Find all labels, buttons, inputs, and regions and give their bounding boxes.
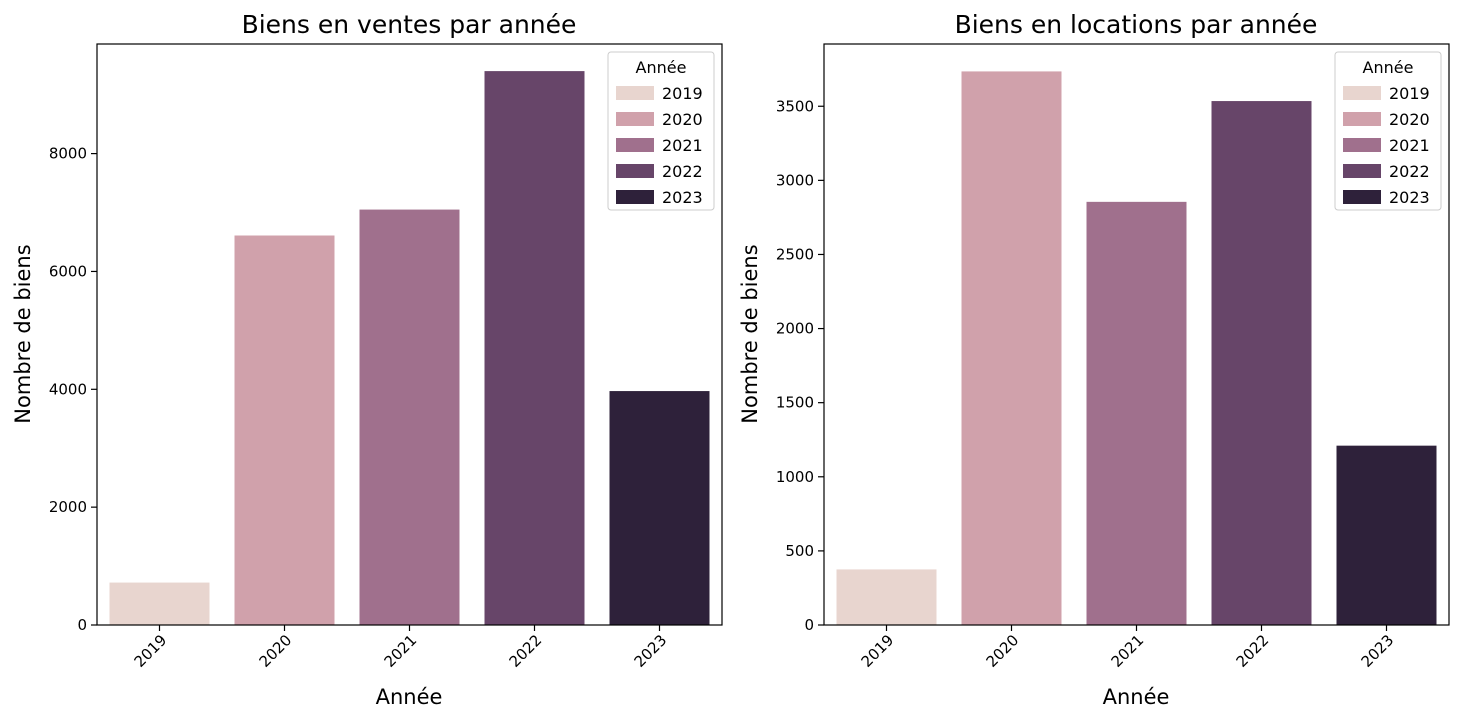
legend-swatch: [616, 164, 654, 178]
x-tick-label: 2022: [1233, 631, 1273, 671]
legend-swatch: [1343, 190, 1381, 204]
y-tick-label: 1000: [776, 468, 814, 486]
legend-item-label: 2023: [1389, 188, 1430, 207]
y-tick-label: 1500: [776, 394, 814, 412]
legend-swatch: [1343, 138, 1381, 152]
legend-swatch: [616, 138, 654, 152]
legend-item-label: 2020: [1389, 110, 1430, 129]
legend-title: Année: [636, 58, 687, 77]
legend-item-label: 2023: [662, 188, 703, 207]
legend-swatch: [1343, 112, 1381, 126]
chart-title: Biens en locations par année: [955, 10, 1318, 39]
y-tick-label: 3500: [776, 97, 814, 115]
legend-item-label: 2020: [662, 110, 703, 129]
bar-2020: [961, 71, 1062, 626]
plot-area: 0 2000 4000 6000 8000 2019 2020 2021 2022 2023: [49, 43, 723, 671]
legend-item-label: 2019: [1389, 84, 1430, 103]
y-axis-label: Nombre de biens: [738, 244, 762, 423]
y-tick-label: 2500: [776, 245, 814, 263]
y-axis-label: Nombre de biens: [11, 244, 35, 423]
y-tick-label: 2000: [49, 498, 87, 516]
x-tick-label: 2023: [1358, 631, 1398, 671]
bar-2020: [234, 235, 335, 625]
chart-title: Biens en ventes par année: [242, 10, 577, 39]
x-tick-label: 2020: [983, 631, 1023, 671]
legend-item-label: 2019: [662, 84, 703, 103]
plot-area: 0 500 1000 1500 2000 2500 3000 3500 2019 2020 2021…: [776, 43, 1450, 671]
rentals-chart: Biens en locations par année Année Nombr…: [738, 10, 1450, 709]
legend-swatch: [616, 112, 654, 126]
y-tick-label: 0: [77, 616, 87, 634]
x-tick-label: 2019: [131, 631, 171, 671]
x-axis-label: Année: [1103, 685, 1170, 709]
bar-2023: [609, 391, 710, 625]
legend-title: Année: [1363, 58, 1414, 77]
legend: Année 2019 2020 2021 2022 2023: [1334, 51, 1442, 211]
bar-2022: [484, 71, 585, 626]
y-tick-label: 4000: [49, 380, 87, 398]
y-tick-label: 6000: [49, 262, 87, 280]
x-tick-label: 2023: [631, 631, 671, 671]
x-tick-label: 2022: [506, 631, 546, 671]
legend-swatch: [616, 86, 654, 100]
x-tick-label: 2021: [1108, 631, 1148, 671]
legend-swatch: [1343, 86, 1381, 100]
bar-2021: [359, 209, 460, 625]
x-axis-label: Année: [376, 685, 443, 709]
sales-chart: Biens en ventes par année Année Nombre d…: [11, 10, 723, 709]
y-tick-label: 8000: [49, 145, 87, 163]
y-tick-label: 3000: [776, 171, 814, 189]
bar-2019: [836, 569, 937, 625]
x-tick-label: 2019: [858, 631, 898, 671]
legend-swatch: [616, 190, 654, 204]
legend-item-label: 2021: [662, 136, 703, 155]
legend-item-label: 2021: [1389, 136, 1430, 155]
legend-item-label: 2022: [1389, 162, 1430, 181]
legend-item-label: 2022: [662, 162, 703, 181]
y-tick-label: 2000: [776, 320, 814, 338]
bar-2023: [1336, 445, 1437, 625]
bar-2022: [1211, 101, 1312, 625]
legend: Année 2019 2020 2021 2022 2023: [607, 51, 715, 211]
bar-2019: [109, 582, 210, 625]
legend-swatch: [1343, 164, 1381, 178]
y-tick-label: 500: [785, 542, 814, 560]
x-tick-label: 2020: [256, 631, 296, 671]
bar-2021: [1086, 201, 1187, 626]
y-tick-label: 0: [804, 616, 814, 634]
x-tick-label: 2021: [381, 631, 421, 671]
